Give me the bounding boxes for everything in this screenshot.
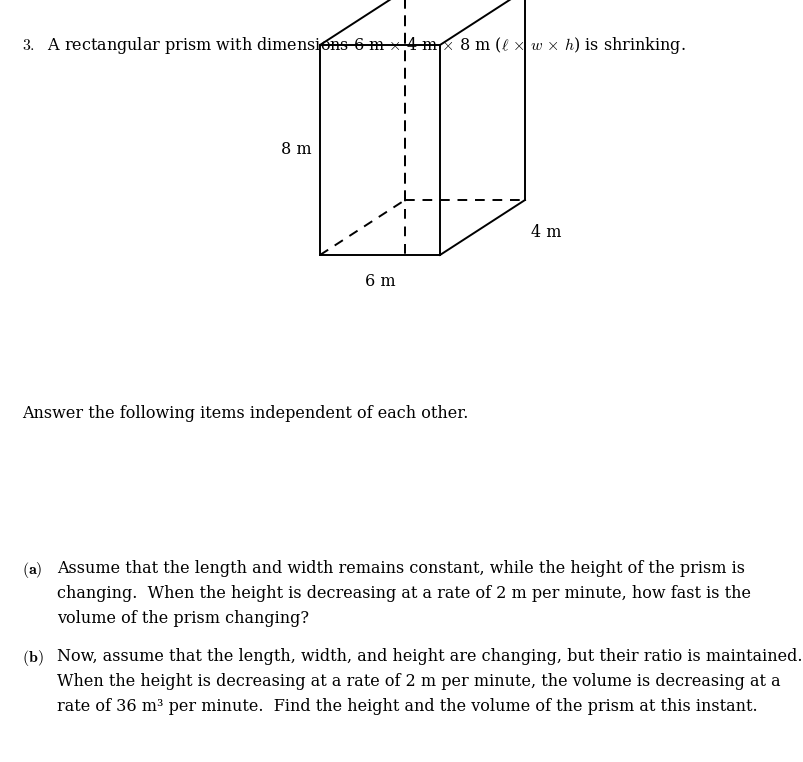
- Text: $\mathbf{(a)}$: $\mathbf{(a)}$: [22, 560, 43, 580]
- Text: $\mathbf{(b)}$: $\mathbf{(b)}$: [22, 648, 43, 668]
- Text: Now, assume that the length, width, and height are changing, but their ratio is : Now, assume that the length, width, and …: [57, 648, 801, 715]
- Text: 6 m: 6 m: [365, 273, 395, 290]
- Text: $\mathbf{3.}$  A rectangular prism with dimensions 6 m $\times$ 4 m $\times$ 8 m: $\mathbf{3.}$ A rectangular prism with d…: [22, 35, 685, 56]
- Text: 4 m: 4 m: [530, 224, 560, 241]
- Text: Assume that the length and width remains constant, while the height of the prism: Assume that the length and width remains…: [57, 560, 750, 626]
- Text: 8 m: 8 m: [281, 142, 312, 158]
- Text: Answer the following items independent of each other.: Answer the following items independent o…: [22, 405, 468, 422]
